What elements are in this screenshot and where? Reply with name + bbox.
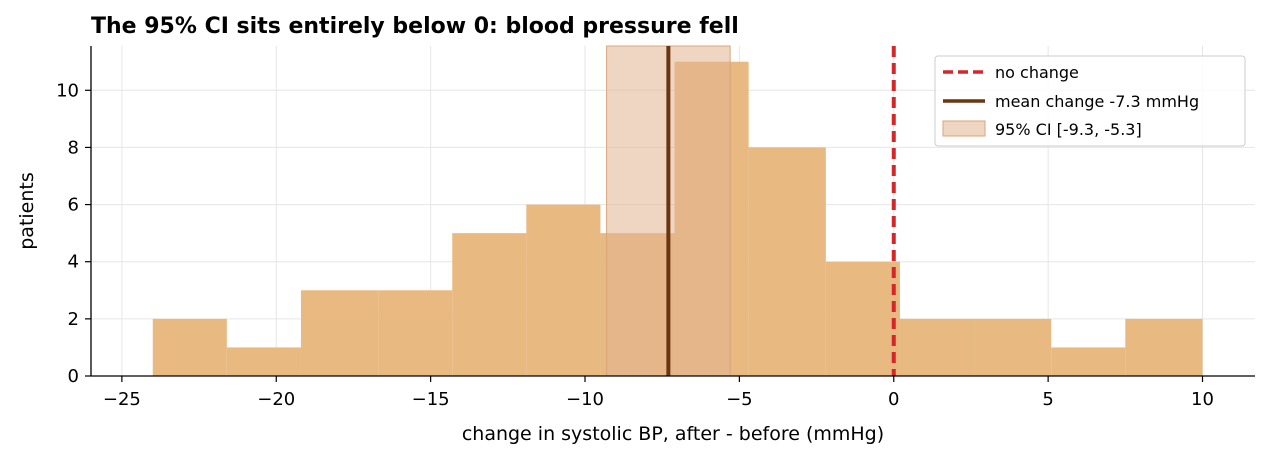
x-tick-label: −10 <box>566 389 604 410</box>
histogram-bar <box>526 204 601 376</box>
histogram-bar <box>899 318 975 376</box>
x-tick-label: −20 <box>257 389 295 410</box>
x-tick-label: −25 <box>103 389 141 410</box>
legend-label-no-change: no change <box>995 63 1079 82</box>
legend-frame <box>934 55 1246 147</box>
x-axis-label: change in systolic BP, after - before (m… <box>462 423 884 445</box>
legend: no change mean change -7.3 mmHg 95% CI [… <box>934 55 1246 147</box>
x-tick-label: 5 <box>1042 389 1053 410</box>
legend-label-ci: 95% CI [-9.3, -5.3] <box>995 120 1142 139</box>
histogram-bar <box>1125 318 1203 376</box>
histogram-bars <box>152 61 1203 376</box>
y-axis-label: patients <box>16 172 38 250</box>
histogram-bar <box>152 318 227 376</box>
x-tick-label: 0 <box>888 389 899 410</box>
histogram-bar <box>825 261 900 376</box>
x-tick-label: −15 <box>412 389 450 410</box>
y-tick-label: 2 <box>68 309 79 330</box>
chart-title: The 95% CI sits entirely below 0: blood … <box>91 14 739 39</box>
histogram-bar <box>974 318 1052 376</box>
y-tick-label: 4 <box>68 252 79 273</box>
y-tick-label: 0 <box>68 366 79 387</box>
legend-label-mean-change: mean change -7.3 mmHg <box>995 92 1199 111</box>
x-tick-label: 10 <box>1191 389 1214 410</box>
histogram-bar <box>300 290 379 376</box>
x-tick-label: −5 <box>726 389 753 410</box>
histogram-bar <box>748 147 826 376</box>
y-tick-label: 10 <box>56 80 79 101</box>
axes: −25 −20 −15 −10 −5 0 5 10 0 2 4 6 8 10 <box>56 46 1255 410</box>
histogram-bar <box>226 347 301 376</box>
histogram-bar <box>1051 347 1126 376</box>
histogram-bar <box>378 290 453 376</box>
histogram-bar <box>452 233 527 376</box>
y-tick-label: 8 <box>68 137 79 158</box>
legend-swatch-ci <box>942 120 986 137</box>
y-tick-label: 6 <box>68 195 79 216</box>
